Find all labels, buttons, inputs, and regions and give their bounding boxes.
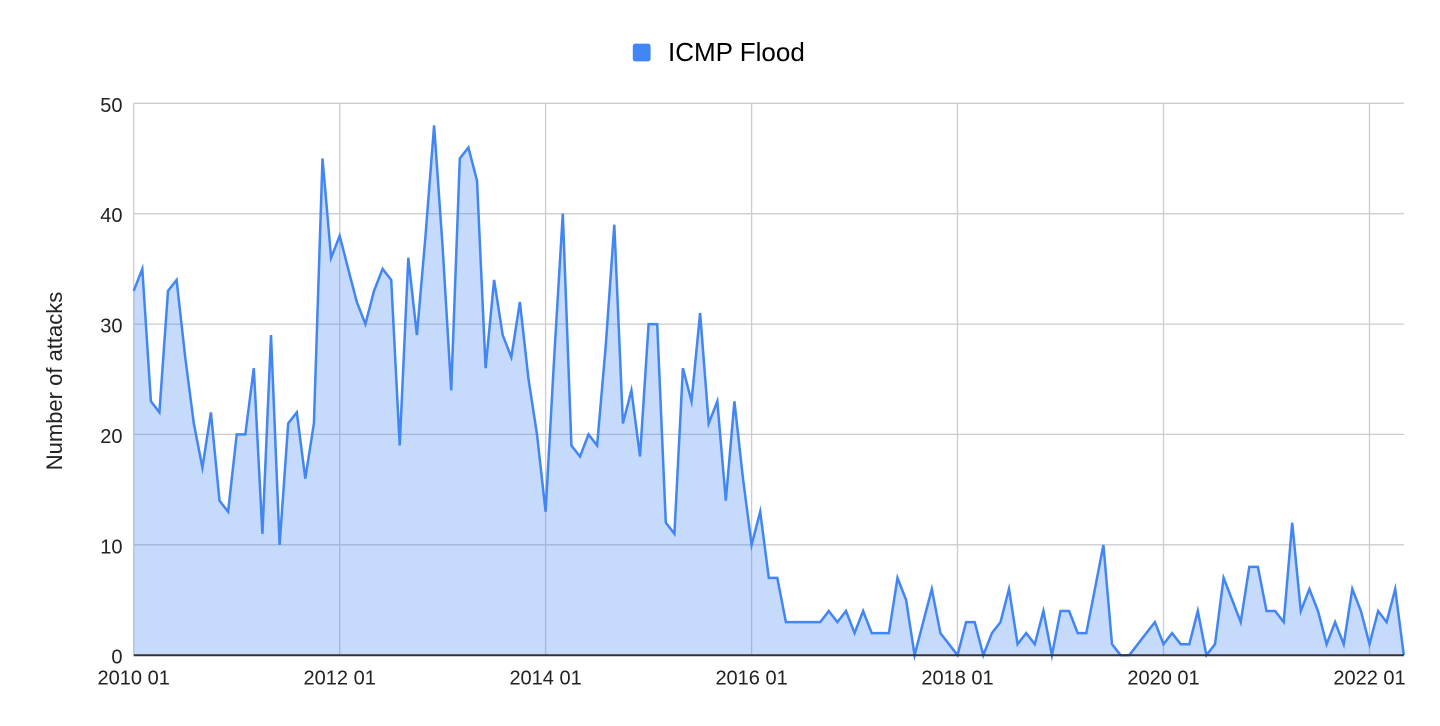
svg-text:40: 40: [100, 205, 122, 227]
svg-text:0: 0: [111, 647, 122, 669]
svg-text:2020 01: 2020 01: [1127, 668, 1199, 690]
svg-text:20: 20: [100, 426, 122, 448]
svg-text:50: 50: [100, 95, 122, 117]
svg-text:2012 01: 2012 01: [304, 668, 376, 690]
svg-text:ICMP Flood: ICMP Flood: [668, 37, 805, 67]
svg-text:2018 01: 2018 01: [921, 668, 993, 690]
svg-text:2016 01: 2016 01: [715, 668, 787, 690]
svg-text:2022 01: 2022 01: [1333, 668, 1405, 690]
svg-text:30: 30: [100, 316, 122, 338]
svg-text:2014 01: 2014 01: [509, 668, 581, 690]
svg-text:2010 01: 2010 01: [98, 668, 170, 690]
svg-text:10: 10: [100, 536, 122, 558]
svg-text:Number of attacks: Number of attacks: [42, 292, 67, 471]
